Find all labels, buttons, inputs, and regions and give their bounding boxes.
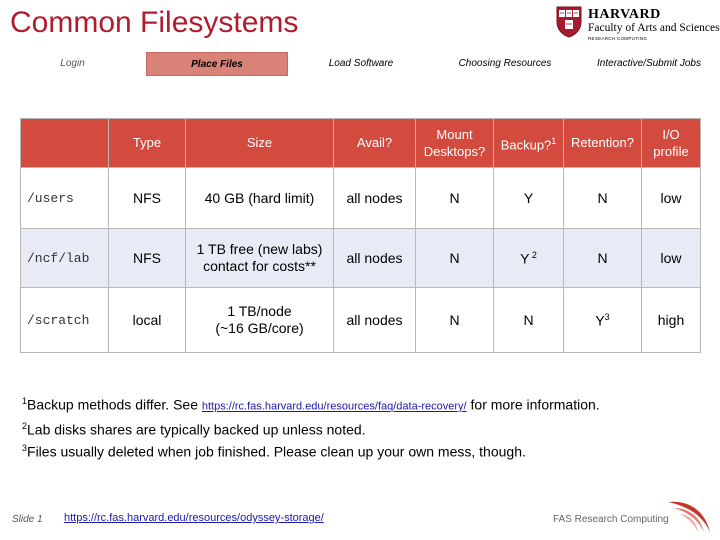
header-io-line2: profile bbox=[653, 144, 689, 159]
footnote-text: Lab disks shares are typically backed up… bbox=[27, 421, 366, 438]
header-path bbox=[20, 118, 109, 168]
cell-backup-value: Y bbox=[520, 250, 530, 267]
cell-path: /users bbox=[20, 167, 109, 229]
header-size: Size bbox=[185, 118, 334, 168]
cell-mount: N bbox=[415, 167, 494, 229]
section-nav: Login Place Files Load Software Choosing… bbox=[0, 52, 720, 76]
cell-type: local bbox=[108, 287, 186, 353]
cell-backup: N bbox=[493, 287, 564, 353]
cell-size-line2: (~16 GB/core) bbox=[215, 320, 304, 336]
cell-backup-footnote: 2 bbox=[529, 249, 537, 260]
header-mount-line1: Mount bbox=[436, 127, 473, 142]
table-header-row: Type Size Avail? Mount Desktops? Backup?… bbox=[20, 118, 701, 168]
footnote-text: Files usually deleted when job finished.… bbox=[27, 443, 526, 460]
odyssey-storage-link[interactable]: https://rc.fas.harvard.edu/resources/ody… bbox=[64, 512, 324, 524]
data-recovery-link[interactable]: https://rc.fas.harvard.edu/resources/faq… bbox=[201, 400, 467, 413]
nav-item-interactive-submit-jobs[interactable]: Interactive/Submit Jobs bbox=[597, 58, 701, 69]
footer-org: FAS Research Computing bbox=[553, 514, 669, 525]
header-avail: Avail? bbox=[333, 118, 416, 168]
cell-size: 40 GB (hard limit) bbox=[185, 167, 334, 229]
footnote-1: 1Backup methods differ. See https://rc.f… bbox=[22, 392, 600, 417]
cell-size: 1 TB free (new labs) contact for costs** bbox=[185, 228, 334, 288]
cell-type: NFS bbox=[108, 167, 186, 229]
nav-item-place-files[interactable]: Place Files bbox=[146, 52, 288, 76]
cell-mount: N bbox=[415, 228, 494, 288]
cell-retention-value: Y bbox=[595, 312, 605, 329]
table-row: /scratch local 1 TB/node (~16 GB/core) a… bbox=[20, 287, 701, 353]
header-retention: Retention? bbox=[563, 118, 642, 168]
header-io: I/O profile bbox=[641, 118, 701, 168]
cell-size-line1: 1 TB free (new labs) bbox=[196, 241, 323, 257]
cell-backup: Y bbox=[493, 167, 564, 229]
footnote-marker: 1 bbox=[22, 396, 28, 406]
swoosh-logo-icon bbox=[668, 501, 710, 532]
cell-backup: Y 2 bbox=[493, 228, 564, 288]
cell-retention-footnote: 3 bbox=[604, 311, 610, 322]
logo-subtitle: Faculty of Arts and Sciences bbox=[588, 22, 720, 34]
cell-io: low bbox=[641, 167, 701, 229]
header-type: Type bbox=[108, 118, 186, 168]
cell-backup-value: Y bbox=[523, 190, 534, 206]
cell-path: /ncf/lab bbox=[20, 228, 109, 288]
header-io-line1: I/O bbox=[662, 127, 680, 142]
cell-size-line1: 40 GB (hard limit) bbox=[204, 189, 315, 206]
footnote-text-after: for more information. bbox=[466, 396, 600, 413]
cell-type: NFS bbox=[108, 228, 186, 288]
harvard-shield-icon bbox=[556, 6, 582, 38]
header-mount: Mount Desktops? bbox=[415, 118, 494, 168]
filesystems-table: Type Size Avail? Mount Desktops? Backup?… bbox=[20, 118, 701, 353]
cell-size-line1: 1 TB/node bbox=[227, 303, 292, 319]
cell-size: 1 TB/node (~16 GB/core) bbox=[185, 287, 334, 353]
cell-avail: all nodes bbox=[333, 167, 416, 229]
cell-retention-value: N bbox=[597, 190, 608, 206]
logo-subtitle-small: RESEARCH COMPUTING bbox=[588, 36, 648, 41]
footnote-marker: 3 bbox=[22, 443, 28, 454]
nav-item-load-software[interactable]: Load Software bbox=[328, 58, 394, 69]
cell-path: /scratch bbox=[20, 287, 109, 353]
cell-retention: N bbox=[563, 167, 642, 229]
logo-name: HARVARD bbox=[588, 7, 661, 22]
page-title: Common Filesystems bbox=[10, 6, 299, 39]
footnote-2: 2Lab disks shares are typically backed u… bbox=[22, 417, 600, 440]
nav-item-choosing-resources[interactable]: Choosing Resources bbox=[458, 58, 552, 69]
header-backup-label: Backup? bbox=[500, 137, 552, 153]
footnote-text: Backup methods differ. See bbox=[27, 396, 202, 413]
cell-backup-value: N bbox=[523, 312, 534, 328]
cell-avail: all nodes bbox=[333, 287, 416, 353]
header-backup: Backup?1 bbox=[493, 118, 564, 168]
header-mount-line2: Desktops? bbox=[423, 144, 486, 159]
nav-item-login[interactable]: Login bbox=[60, 58, 85, 69]
cell-io: high bbox=[641, 287, 701, 353]
cell-io: low bbox=[641, 228, 701, 288]
cell-retention: N bbox=[563, 228, 642, 288]
footnote-marker: 2 bbox=[22, 420, 28, 431]
cell-mount: N bbox=[415, 287, 494, 353]
harvard-logo: HARVARD Faculty of Arts and Sciences RES… bbox=[556, 6, 720, 46]
footnote-3: 3Files usually deleted when job finished… bbox=[22, 439, 600, 462]
cell-size-line2: contact for costs** bbox=[203, 258, 316, 274]
header-backup-footnote: 1 bbox=[551, 135, 557, 146]
table-row: /users NFS 40 GB (hard limit) all nodes … bbox=[20, 167, 701, 229]
slide-number: Slide 1 bbox=[12, 514, 43, 525]
cell-retention: Y3 bbox=[563, 287, 642, 353]
cell-avail: all nodes bbox=[333, 228, 416, 288]
footnotes: 1Backup methods differ. See https://rc.f… bbox=[22, 392, 600, 462]
cell-retention-value: N bbox=[597, 250, 608, 266]
table-row: /ncf/lab NFS 1 TB free (new labs) contac… bbox=[20, 228, 701, 288]
